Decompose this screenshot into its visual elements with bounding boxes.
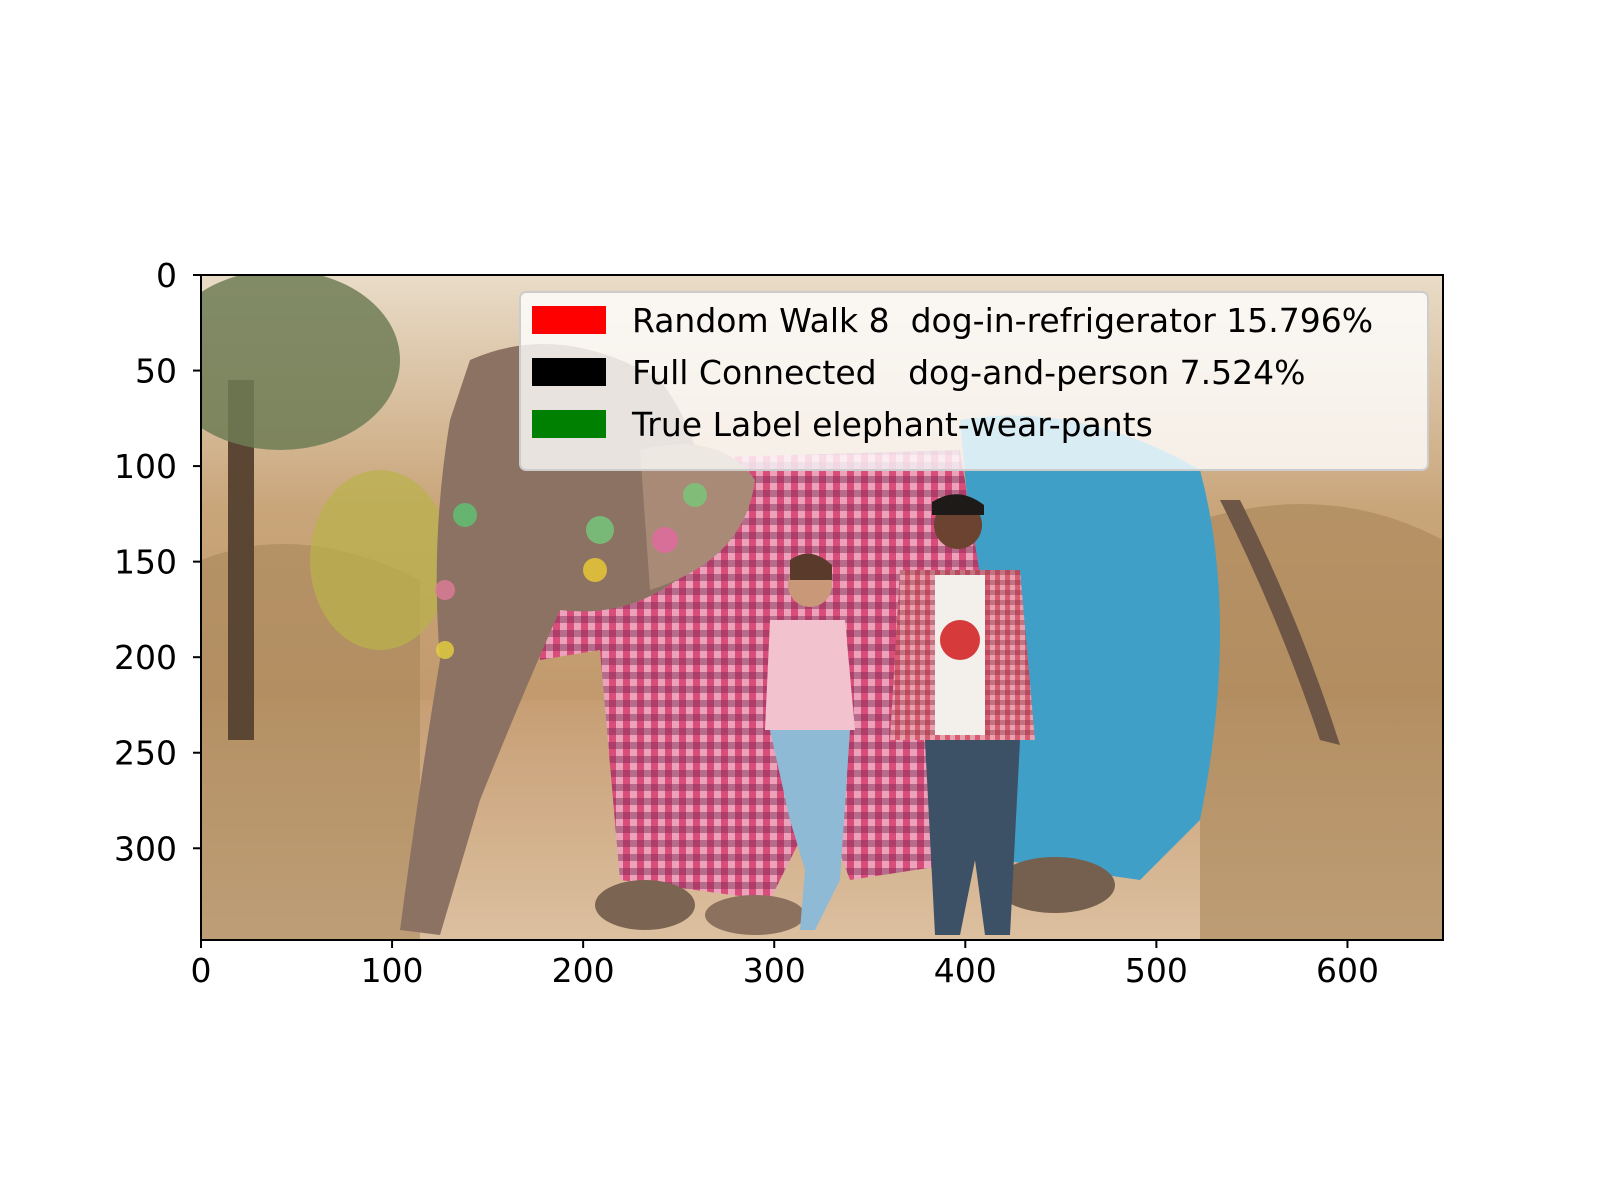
photo-yellow-bush [310,470,450,650]
x-tick-label: 600 [1316,951,1379,990]
photo-elephant-head [400,344,705,935]
y-tick-label: 250 [114,734,177,773]
photo-elephant-tail [1220,500,1340,745]
photo-man-jeans [925,740,1020,935]
legend-label: Full Connected dog-and-person 7.524% [632,353,1306,392]
x-axis: 0 100 200 300 400 500 600 [191,940,1379,990]
y-tick-label: 50 [135,352,177,391]
photo-elephant-blue-pants [960,415,1220,880]
legend: Random Walk 8 dog-in-refrigerator 15.796… [519,291,1429,471]
legend-swatch [532,358,606,386]
legend-box [519,291,1429,471]
photo-tree-canopy [201,275,400,450]
photo-elephant-foot [705,895,805,935]
y-tick-label: 100 [114,447,177,486]
x-tick-label: 100 [361,951,424,990]
legend-label: Random Walk 8 dog-in-refrigerator 15.796… [632,301,1373,340]
x-tick-label: 300 [743,951,806,990]
y-tick-label: 300 [114,829,177,868]
y-tick-label: 200 [114,638,177,677]
legend-swatch [532,410,606,438]
x-tick-label: 0 [191,951,212,990]
legend-label: True Label elephant-wear-pants [631,405,1153,444]
axes-frame [200,274,1444,941]
y-axis: 0 50 100 150 200 250 300 [114,256,201,868]
photo-elephant-foot [995,857,1115,913]
photo-elephant-foot [595,880,695,930]
x-tick-label: 200 [552,951,615,990]
x-tick-label: 500 [1125,951,1188,990]
legend-swatch [532,306,606,334]
y-tick-label: 0 [156,256,177,295]
x-tick-label: 400 [934,951,997,990]
y-tick-label: 150 [114,543,177,582]
photo-woman-jeans [770,730,850,930]
photo-woman-shirt [765,620,855,730]
photo-elephant-ear [640,444,755,590]
